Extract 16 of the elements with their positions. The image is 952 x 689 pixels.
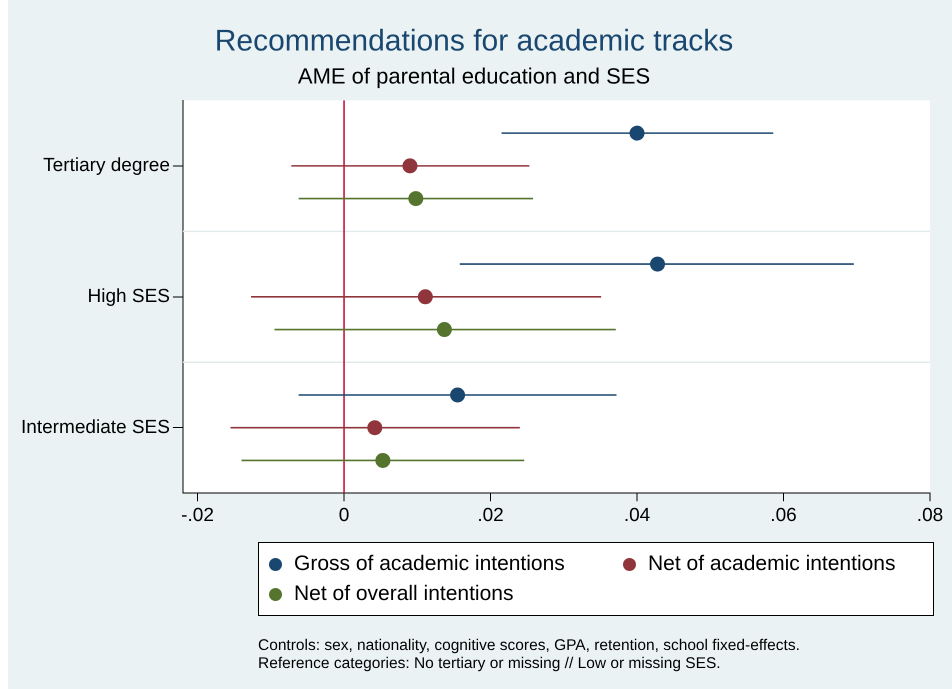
x-tick-label: .08 bbox=[916, 504, 944, 526]
y-tick-label: Tertiary degree bbox=[43, 155, 170, 176]
chart-title: Recommendations for academic tracks bbox=[214, 24, 734, 58]
legend-label: Net of overall intentions bbox=[293, 581, 514, 607]
x-tick-label: .02 bbox=[477, 504, 504, 526]
y-tick-label: High SES bbox=[88, 286, 170, 308]
text: Reference categories: No tertiary or missing // Low or missing SES. bbox=[258, 655, 722, 673]
x-tick-label: .06 bbox=[770, 504, 797, 526]
chart-subtitle: AME of parental education and SES bbox=[298, 63, 650, 88]
legend-label: Gross of academic intentions bbox=[293, 551, 566, 577]
y-tick-label: Intermediate SES bbox=[20, 416, 170, 438]
legend-label: Net of academic intentions bbox=[647, 551, 896, 577]
x-tick-label: .04 bbox=[624, 504, 651, 526]
x-tick-label: 0 bbox=[338, 504, 350, 526]
x-tick-label: -.02 bbox=[181, 504, 214, 526]
text: Controls: sex, nationality, cognitive scores, GPA, retention, school fixed-effects. bbox=[258, 637, 800, 655]
